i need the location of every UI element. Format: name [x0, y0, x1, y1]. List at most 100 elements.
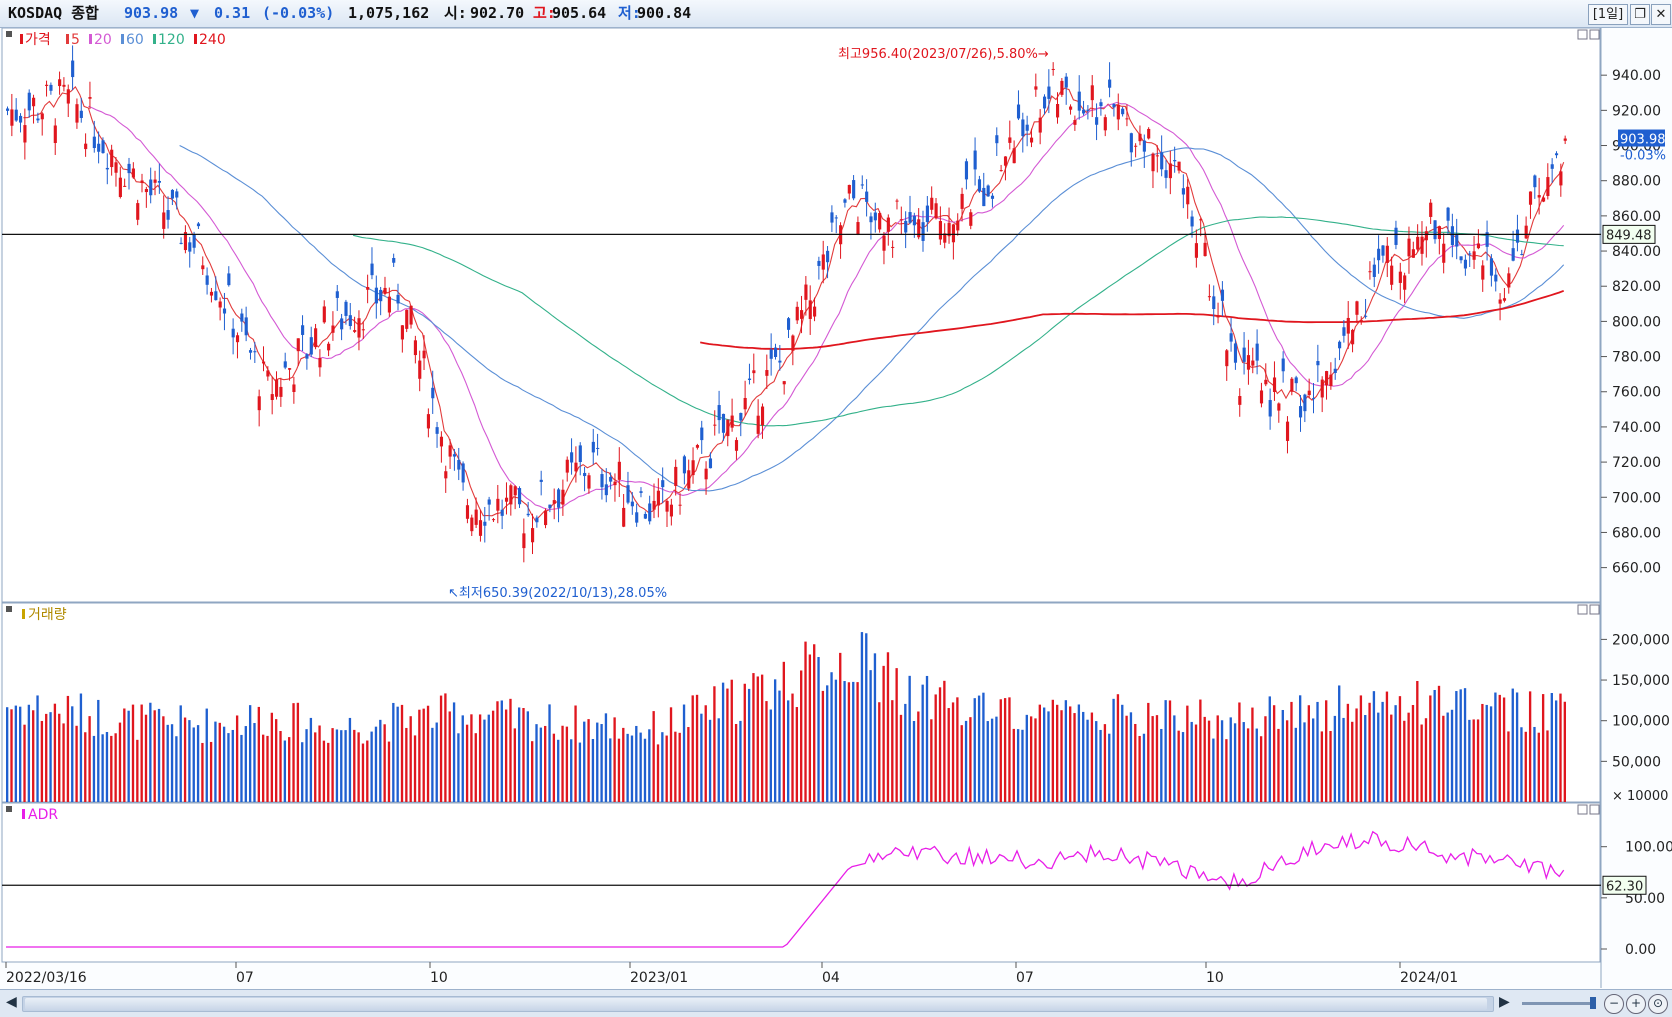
- volume-bar: [609, 738, 612, 802]
- volume-bar: [552, 733, 556, 802]
- volume-panel-close-icon[interactable]: [1589, 604, 1600, 615]
- candle: [1034, 86, 1038, 90]
- candle: [1420, 236, 1424, 254]
- zoom-slider-knob[interactable]: [1590, 997, 1596, 1009]
- candle: [951, 224, 956, 243]
- volume-bar: [1338, 685, 1341, 802]
- volume-bar: [990, 718, 994, 802]
- volume-bar: [565, 726, 569, 802]
- candle: [652, 500, 656, 510]
- volume-bar: [1012, 728, 1015, 802]
- candle: [1051, 68, 1055, 70]
- candle: [999, 170, 1003, 172]
- candle: [643, 513, 647, 519]
- volume-bar: [1238, 702, 1241, 802]
- volume-bar: [639, 732, 642, 802]
- candle: [257, 396, 261, 411]
- adr-title: ADR: [28, 807, 58, 823]
- candle: [982, 187, 986, 207]
- candle: [557, 489, 561, 508]
- close-icon[interactable]: ✕: [1651, 4, 1671, 25]
- candle: [405, 309, 409, 329]
- volume-bar: [1298, 695, 1302, 802]
- volume-bar: [127, 710, 130, 802]
- scroll-track[interactable]: [22, 996, 1494, 1012]
- price-y-tick-label: 780.00: [1612, 350, 1661, 366]
- scroll-bar[interactable]: ◀ ▶ − + ⊙: [0, 989, 1672, 1017]
- candle: [1463, 259, 1468, 269]
- price-y-tick-label: 720.00: [1612, 455, 1661, 471]
- candle: [209, 291, 214, 296]
- volume-bar: [1251, 707, 1254, 802]
- volume-bar: [1264, 716, 1267, 802]
- candle: [240, 313, 244, 322]
- volume-bar: [45, 713, 48, 802]
- candle: [947, 222, 951, 237]
- zoom-out-icon[interactable]: −: [1604, 994, 1624, 1014]
- candle: [1042, 96, 1047, 109]
- adr-panel-menu-icon[interactable]: [6, 806, 12, 812]
- candle: [14, 109, 18, 121]
- ma240-line: [700, 289, 1565, 351]
- restore-icon[interactable]: ❐: [1630, 4, 1650, 25]
- zoom-in-icon[interactable]: +: [1626, 994, 1646, 1014]
- candle: [1099, 102, 1103, 107]
- candle: [1398, 271, 1402, 283]
- volume-y-tick-label: 100,000: [1612, 714, 1670, 730]
- adr-panel-maximize-icon[interactable]: [1577, 804, 1588, 815]
- price-panel-close-icon[interactable]: [1589, 29, 1600, 40]
- candle: [852, 180, 856, 199]
- adr-panel[interactable]: [1, 802, 1601, 963]
- volume-bar: [240, 734, 243, 802]
- volume-bar: [1190, 721, 1193, 802]
- legend-ma60: 60: [126, 32, 144, 48]
- candle: [769, 349, 773, 359]
- volume-bar: [301, 742, 304, 802]
- candle: [752, 370, 756, 374]
- adr-panel-close-icon[interactable]: [1589, 804, 1600, 815]
- zoom-slider[interactable]: [1522, 1002, 1594, 1005]
- volume-bar: [192, 727, 195, 802]
- candle: [934, 203, 938, 219]
- symbol-name[interactable]: KOSDAQ 종합: [8, 4, 99, 22]
- volume-bar: [344, 730, 347, 802]
- price-panel-maximize-icon[interactable]: [1577, 29, 1588, 40]
- volume-bar: [283, 740, 287, 802]
- volume-bar: [557, 739, 560, 802]
- candle: [1377, 248, 1381, 261]
- scroll-thumb[interactable]: [25, 998, 1487, 1010]
- candle: [1416, 236, 1420, 250]
- volume-bar: [622, 727, 625, 802]
- candle: [1190, 216, 1194, 227]
- candle: [1056, 104, 1060, 118]
- candle: [990, 195, 995, 199]
- price-panel-menu-icon[interactable]: [6, 31, 12, 37]
- volume-bar: [977, 695, 981, 802]
- volume-bar: [114, 733, 117, 802]
- volume-bar: [327, 742, 330, 802]
- scroll-right-icon[interactable]: ▶: [1499, 994, 1510, 1010]
- period-button[interactable]: [1일]: [1588, 4, 1628, 25]
- volume-panel-maximize-icon[interactable]: [1577, 604, 1588, 615]
- candle: [1554, 153, 1559, 156]
- candle: [895, 200, 899, 202]
- volume-bar: [1259, 736, 1263, 802]
- candle: [509, 485, 513, 505]
- candle: [383, 287, 387, 294]
- scroll-left-icon[interactable]: ◀: [6, 994, 17, 1010]
- volume-bar: [266, 735, 269, 802]
- volume-bar: [314, 732, 317, 802]
- volume-bar: [535, 724, 538, 802]
- volume-bar: [747, 688, 751, 802]
- chart-canvas[interactable]: 940.00920.00900.00880.00860.00840.00820.…: [0, 28, 1672, 988]
- candle: [114, 162, 118, 173]
- volume-bar: [1455, 691, 1458, 802]
- volume-bar: [1385, 691, 1389, 802]
- zoom-reset-icon[interactable]: ⊙: [1648, 994, 1668, 1014]
- volume-panel-menu-icon[interactable]: [6, 606, 12, 612]
- volume-bar: [700, 713, 703, 802]
- candle: [1069, 106, 1073, 110]
- candle: [778, 360, 782, 363]
- candle: [739, 412, 743, 421]
- volume-bar: [231, 729, 234, 802]
